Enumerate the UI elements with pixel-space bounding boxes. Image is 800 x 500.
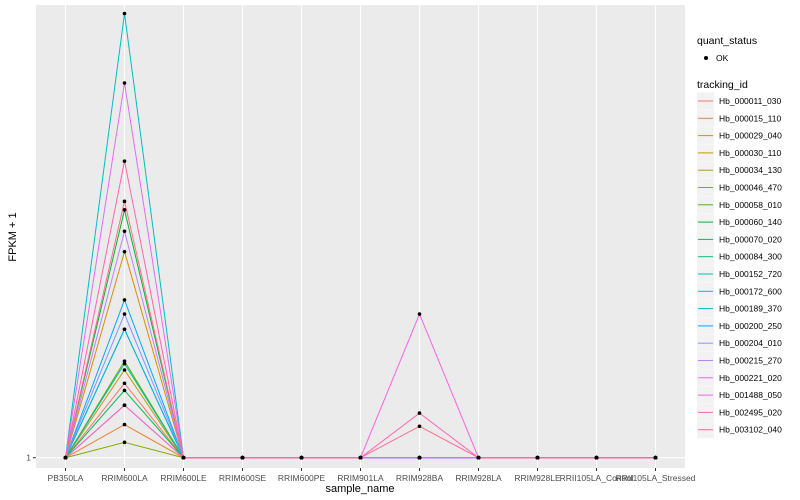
legend-series-label: Hb_000011_030 — [719, 96, 782, 106]
data-point — [122, 249, 127, 254]
data-point — [122, 327, 127, 332]
legend-series-label: Hb_000060_140 — [719, 217, 782, 227]
legend-series-entries: Hb_000011_030 Hb_000015_110 Hb_000029_040 H… — [697, 92, 782, 439]
x-axis-title: sample_name — [325, 483, 394, 495]
data-point — [122, 381, 127, 386]
x-tick-label: RRIM600LE — [160, 473, 207, 483]
legend-series-label: Hb_000046_470 — [719, 183, 782, 193]
legend-series-label: Hb_000029_040 — [719, 131, 782, 141]
data-point — [181, 455, 186, 460]
legend-status-key — [704, 56, 708, 60]
legend-series-label: Hb_000172_600 — [719, 286, 782, 296]
data-point — [122, 208, 127, 212]
x-tick-label: RRII105LA_Stressed — [616, 473, 696, 483]
legend-series-label: Hb_000058_010 — [719, 200, 782, 210]
x-tick-label: RRIM928LE — [514, 473, 561, 483]
x-tick-label: RRIM600LA — [101, 473, 148, 483]
data-point — [122, 298, 127, 302]
legend-series-label: Hb_000084_300 — [719, 252, 782, 262]
data-point — [122, 312, 127, 316]
data-point — [122, 11, 127, 16]
legend-status-title: quant_status — [697, 35, 757, 47]
legend-series-label: Hb_000070_020 — [719, 234, 782, 244]
y-axis-title: FPKM + 1 — [7, 212, 19, 261]
data-point — [417, 312, 422, 316]
data-point — [476, 455, 481, 460]
data-point — [122, 368, 127, 372]
legend-status-label: OK — [716, 53, 729, 63]
legend-series-label: Hb_000221_020 — [719, 373, 782, 383]
legend-series-label: Hb_000152_720 — [719, 269, 782, 279]
legend-series-label: Hb_000200_250 — [719, 321, 782, 331]
legend-series-label: Hb_000215_270 — [719, 356, 782, 366]
data-point — [653, 455, 658, 460]
data-point — [63, 455, 68, 460]
legend-series-label: Hb_000034_130 — [719, 165, 782, 175]
data-point — [240, 455, 245, 460]
data-point — [535, 455, 540, 460]
data-point — [122, 199, 127, 204]
data-point — [417, 411, 422, 415]
data-point — [122, 359, 127, 363]
x-tick-label: RRIM600PE — [278, 473, 326, 483]
legend-series-label: Hb_000015_110 — [719, 113, 782, 123]
x-tick-label: RRIM901LA — [337, 473, 384, 483]
legend-series-label: Hb_003102_040 — [719, 425, 782, 435]
data-point — [594, 455, 599, 460]
legend-series-label: Hb_001488_050 — [719, 390, 782, 400]
data-point — [122, 361, 127, 366]
y-axis: 1 — [26, 453, 36, 463]
data-point — [358, 455, 363, 460]
legend-tracking-title: tracking_id — [697, 79, 748, 91]
data-point — [122, 422, 127, 427]
data-point — [122, 403, 127, 408]
data-point — [122, 388, 127, 393]
legend-series-label: Hb_000189_370 — [719, 304, 782, 314]
data-points — [63, 11, 658, 460]
x-axis: PB350LA RRIM600LA RRIM600LE RRIM600SE RRIM60… — [48, 468, 696, 483]
y-tick-label: 1 — [26, 453, 31, 463]
legend: quant_status OK tracking_id Hb_000011_03… — [697, 35, 782, 439]
data-point — [122, 159, 127, 163]
x-tick-label: RRIM600SE — [219, 473, 267, 483]
x-tick-label: RRIM928LA — [455, 473, 502, 483]
data-point — [417, 455, 422, 460]
data-point — [122, 81, 127, 85]
legend-series-label: Hb_002495_020 — [719, 407, 782, 417]
x-tick-label: RRII105LA_Control — [560, 473, 634, 483]
legend-series-label: Hb_000030_110 — [719, 148, 782, 158]
x-tick-label: RRIM928BA — [396, 473, 444, 483]
data-point — [122, 229, 127, 234]
data-point — [122, 440, 127, 445]
data-point — [417, 424, 422, 429]
data-point — [299, 455, 304, 460]
legend-series-label: Hb_000204_010 — [719, 338, 782, 348]
x-tick-label: PB350LA — [48, 473, 84, 483]
